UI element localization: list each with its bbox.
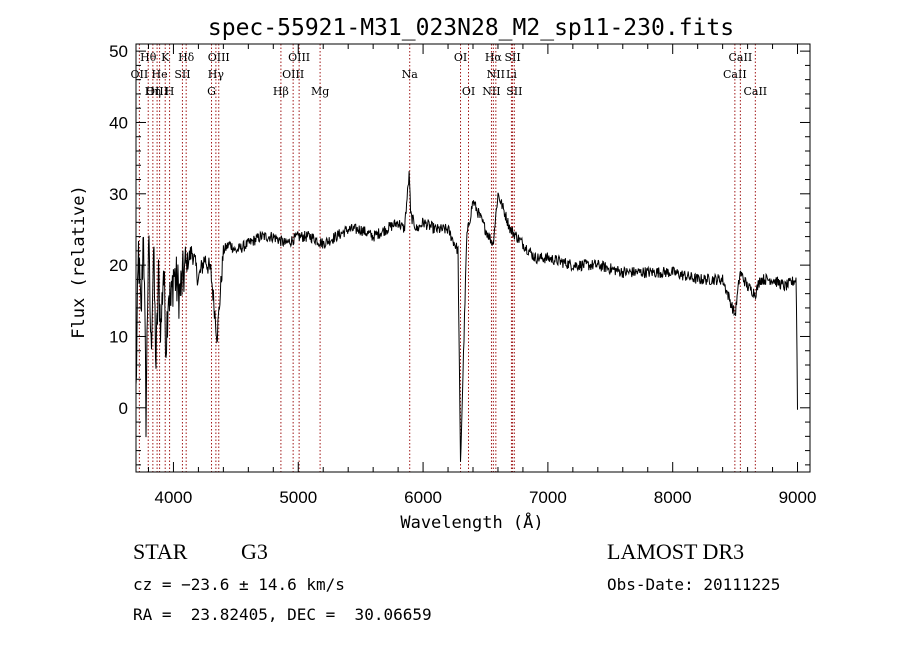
observation-date: Obs-Date: 20111225 bbox=[607, 575, 781, 594]
spectral-line-label: Hθ bbox=[140, 51, 157, 64]
y-tick-label: 40 bbox=[109, 113, 128, 132]
y-tick-label: 30 bbox=[109, 185, 128, 204]
axis-ticks: 4000 5000 6000 7000 8000 9000 0 10 20 30 40 50 bbox=[109, 42, 816, 507]
spectral-line-label: Li bbox=[506, 68, 517, 81]
spectral-line-label: OII bbox=[131, 68, 149, 81]
y-tick-label: 0 bbox=[119, 399, 128, 418]
spectral-line-label: NII bbox=[487, 68, 505, 81]
y-tick-label: 20 bbox=[109, 256, 128, 275]
x-tick-label: 8000 bbox=[654, 488, 692, 507]
spectral-line-markers bbox=[138, 44, 756, 472]
spectral-line-label: Hγ bbox=[208, 68, 225, 81]
spectral-line-label: Hδ bbox=[178, 51, 195, 64]
object-class: STAR bbox=[133, 539, 188, 564]
chart-title: spec-55921-M31_023N28_M2_sp11-230.fits bbox=[208, 15, 734, 41]
spectral-line-label: Mg bbox=[311, 85, 329, 98]
spectral-line-label: K bbox=[161, 51, 170, 64]
spectral-line-label: SII bbox=[174, 68, 190, 81]
spectral-line-label: OIII bbox=[146, 85, 168, 98]
x-tick-label: 6000 bbox=[404, 488, 442, 507]
coordinates: RA = 23.82405, DEC = 30.06659 bbox=[133, 605, 432, 624]
redshift-cz: cz = −23.6 ± 14.6 km/s bbox=[133, 575, 345, 594]
spectral-line-label: Hβ bbox=[273, 85, 289, 98]
spectral-line-label: OI bbox=[454, 51, 467, 64]
x-tick-label: 9000 bbox=[779, 488, 817, 507]
spectral-line-label: H bbox=[165, 85, 175, 98]
object-subclass: G3 bbox=[241, 539, 268, 564]
spectral-line-label: OIII bbox=[288, 51, 310, 64]
spectral-line-label: He bbox=[152, 68, 168, 81]
spectral-line-label: OIII bbox=[282, 68, 304, 81]
spectrum-line bbox=[135, 171, 798, 462]
spectral-line-label: Hη bbox=[145, 85, 161, 98]
spectral-line-label: CaII bbox=[743, 85, 767, 98]
spectral-line-label: SII bbox=[506, 85, 522, 98]
x-tick-label: 5000 bbox=[279, 488, 317, 507]
survey-name: LAMOST DR3 bbox=[607, 539, 745, 564]
x-axis-label: Wavelength (Å) bbox=[400, 511, 543, 533]
spectral-line-label: CaII bbox=[729, 51, 753, 64]
y-tick-label: 50 bbox=[109, 42, 128, 61]
spectral-line-label: OIII bbox=[208, 51, 230, 64]
y-tick-label: 10 bbox=[109, 327, 128, 346]
spectral-line-label: Na bbox=[402, 68, 419, 81]
x-tick-label: 4000 bbox=[155, 488, 193, 507]
plot-frame bbox=[135, 43, 811, 473]
spectral-line-label: Hα bbox=[485, 51, 503, 64]
spectral-line-label: SII bbox=[504, 51, 520, 64]
y-axis-label: Flux (relative) bbox=[69, 185, 89, 339]
spectral-line-label: G bbox=[207, 85, 216, 98]
x-tick-label: 7000 bbox=[529, 488, 567, 507]
spectral-line-label: NII bbox=[482, 85, 500, 98]
spectral-line-label: CaII bbox=[723, 68, 747, 81]
spectral-line-label: OI bbox=[462, 85, 475, 98]
